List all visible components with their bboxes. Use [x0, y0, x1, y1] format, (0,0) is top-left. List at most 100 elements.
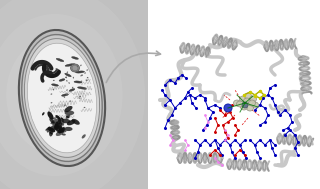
Polygon shape	[289, 135, 291, 145]
Polygon shape	[173, 120, 175, 121]
Polygon shape	[174, 130, 176, 131]
Ellipse shape	[56, 123, 61, 132]
Ellipse shape	[252, 102, 259, 108]
Ellipse shape	[51, 121, 55, 124]
Ellipse shape	[72, 65, 78, 71]
Polygon shape	[299, 58, 308, 59]
Polygon shape	[214, 35, 217, 44]
Polygon shape	[265, 41, 267, 51]
Polygon shape	[178, 155, 179, 161]
Polygon shape	[182, 43, 185, 53]
Polygon shape	[170, 122, 178, 123]
Ellipse shape	[0, 0, 145, 189]
Polygon shape	[267, 163, 268, 169]
Polygon shape	[263, 161, 264, 170]
Polygon shape	[260, 162, 262, 170]
Ellipse shape	[73, 77, 74, 79]
Polygon shape	[286, 136, 287, 142]
Ellipse shape	[47, 126, 51, 132]
Polygon shape	[213, 153, 215, 163]
Ellipse shape	[64, 105, 66, 106]
Polygon shape	[180, 153, 181, 163]
Ellipse shape	[61, 131, 64, 133]
Polygon shape	[213, 37, 214, 41]
Polygon shape	[172, 137, 180, 138]
Polygon shape	[200, 153, 201, 163]
Bar	[0, 0, 148, 189]
Ellipse shape	[50, 132, 52, 134]
Polygon shape	[197, 46, 199, 55]
Polygon shape	[301, 88, 311, 90]
Polygon shape	[280, 40, 281, 50]
Polygon shape	[172, 129, 177, 130]
Polygon shape	[299, 63, 309, 65]
Ellipse shape	[49, 118, 54, 123]
Polygon shape	[203, 49, 205, 54]
Ellipse shape	[53, 80, 55, 81]
Polygon shape	[184, 47, 186, 50]
Ellipse shape	[72, 119, 80, 125]
Polygon shape	[295, 135, 296, 145]
Polygon shape	[218, 154, 219, 162]
Ellipse shape	[61, 94, 68, 96]
Polygon shape	[300, 67, 309, 69]
Polygon shape	[274, 44, 275, 47]
Polygon shape	[182, 156, 183, 160]
Polygon shape	[284, 40, 286, 49]
Ellipse shape	[58, 126, 63, 134]
Polygon shape	[173, 125, 176, 126]
Polygon shape	[235, 42, 237, 48]
Polygon shape	[267, 42, 268, 51]
Ellipse shape	[74, 81, 82, 83]
Ellipse shape	[82, 134, 86, 139]
Polygon shape	[213, 35, 216, 44]
Ellipse shape	[244, 93, 252, 99]
Ellipse shape	[70, 64, 79, 72]
Ellipse shape	[242, 102, 248, 108]
Ellipse shape	[61, 127, 65, 131]
Ellipse shape	[52, 84, 59, 86]
Ellipse shape	[66, 80, 68, 82]
Ellipse shape	[51, 94, 52, 95]
Polygon shape	[302, 86, 310, 88]
Polygon shape	[218, 38, 219, 42]
Polygon shape	[284, 134, 285, 144]
Polygon shape	[269, 44, 270, 48]
Ellipse shape	[66, 94, 68, 95]
Polygon shape	[216, 153, 217, 163]
Ellipse shape	[246, 105, 253, 111]
Polygon shape	[291, 39, 292, 49]
Polygon shape	[223, 37, 226, 46]
Polygon shape	[302, 92, 311, 93]
Polygon shape	[225, 39, 227, 46]
Ellipse shape	[58, 118, 61, 124]
Polygon shape	[211, 154, 212, 162]
Ellipse shape	[62, 133, 66, 136]
Ellipse shape	[59, 79, 65, 81]
Polygon shape	[172, 131, 178, 132]
Ellipse shape	[51, 119, 60, 124]
Polygon shape	[289, 40, 291, 48]
Polygon shape	[187, 155, 188, 161]
Polygon shape	[233, 40, 235, 49]
Polygon shape	[199, 49, 200, 52]
Polygon shape	[300, 62, 308, 63]
Ellipse shape	[54, 127, 59, 131]
Ellipse shape	[249, 100, 255, 106]
Ellipse shape	[239, 96, 246, 102]
Ellipse shape	[42, 112, 44, 115]
Ellipse shape	[236, 101, 244, 107]
Ellipse shape	[55, 115, 60, 119]
Polygon shape	[282, 135, 284, 143]
Polygon shape	[306, 138, 307, 144]
Ellipse shape	[72, 57, 78, 59]
Polygon shape	[224, 37, 227, 47]
Polygon shape	[218, 36, 221, 45]
Ellipse shape	[76, 71, 84, 73]
Ellipse shape	[86, 69, 88, 71]
Ellipse shape	[67, 120, 76, 125]
Ellipse shape	[64, 127, 73, 131]
Polygon shape	[180, 45, 181, 50]
Polygon shape	[286, 40, 288, 49]
Polygon shape	[270, 41, 272, 51]
